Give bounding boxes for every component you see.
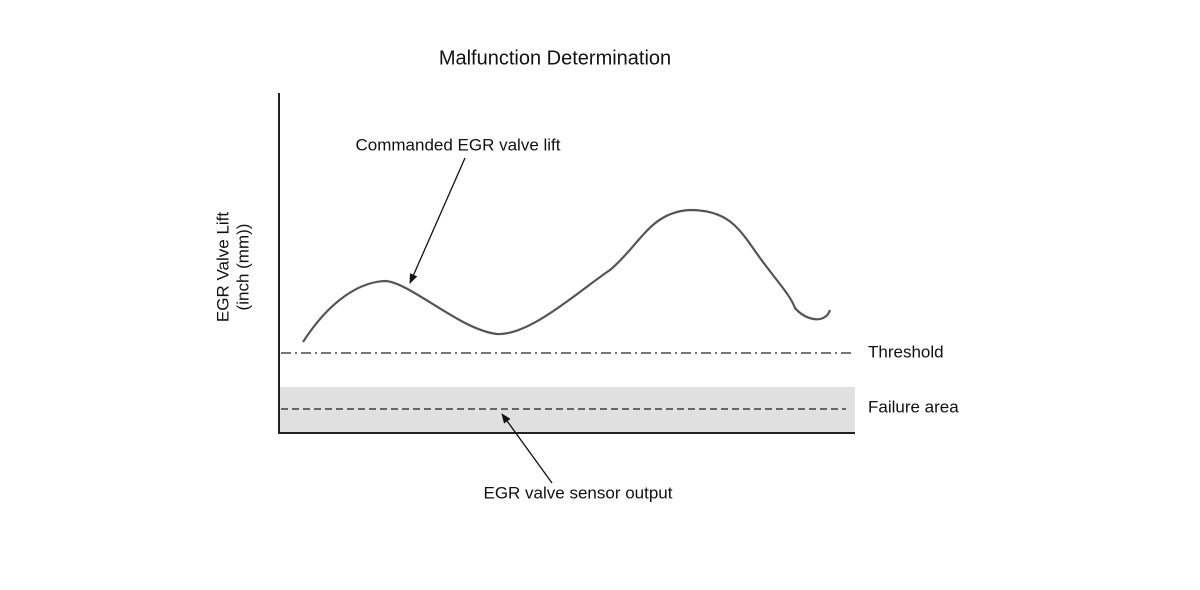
annotation: Commanded EGR valve lift — [355, 135, 560, 154]
annotation: EGR valve sensor output — [484, 483, 673, 502]
annotation: Failure area — [868, 397, 959, 416]
annotation: Threshold — [868, 342, 944, 361]
arrow — [409, 157, 466, 284]
arrow — [501, 413, 553, 484]
title: Malfunction Determination — [439, 47, 671, 69]
commanded-curve — [302, 208, 832, 343]
y-axis-label-line: EGR Valve Lift — [213, 212, 232, 323]
y-axis-label-line: (inch (mm)) — [233, 224, 252, 311]
y-axis-label: EGR Valve Lift (inch (mm)) — [213, 212, 252, 323]
